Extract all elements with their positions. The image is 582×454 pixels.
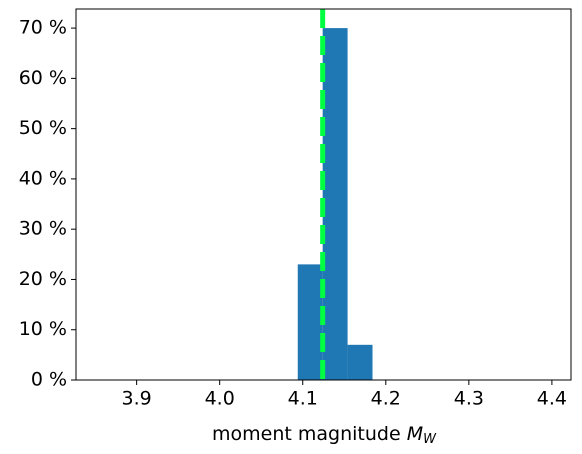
x-tick-label: 4.3 [454,388,484,410]
y-tick-label: 70 % [19,17,67,39]
x-axis-label: moment magnitude MW [212,423,437,447]
y-tick-label: 10 % [19,318,67,340]
x-label-symbol: M [407,423,423,445]
bar [322,28,348,381]
x-tick-label: 3.9 [122,388,152,410]
x-label-text: moment magnitude [212,423,401,445]
y-tick-label: 20 % [19,268,67,290]
x-label-subscript: W [423,432,437,447]
y-tick-label: 0 % [31,369,67,391]
y-tick-label: 40 % [19,167,67,189]
y-tick-label: 50 % [19,117,67,139]
y-tick-label: 60 % [19,67,67,89]
plot-frame [75,8,572,381]
x-tick-label: 4.0 [205,388,235,410]
y-tick-label: 30 % [19,218,67,240]
bar [347,344,373,380]
x-tick-label: 4.4 [537,388,567,410]
x-tick-label: 4.1 [288,388,318,410]
bar [297,264,323,380]
x-tick-label: 4.2 [371,388,401,410]
